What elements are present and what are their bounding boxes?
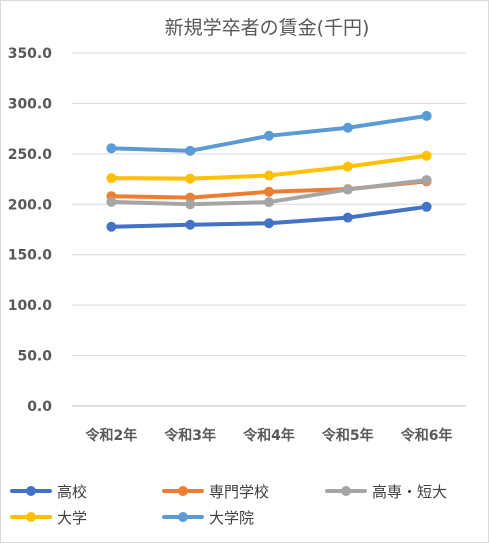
legend-label: 高専・短大	[372, 483, 447, 501]
series-大学	[106, 150, 432, 184]
data-point	[185, 173, 196, 184]
data-point	[421, 201, 432, 212]
x-tick-label: 令和3年	[163, 427, 216, 444]
y-tick-label: 250.0	[8, 147, 53, 163]
y-tick-label: 350.0	[8, 46, 53, 62]
data-point	[342, 161, 353, 172]
data-point	[185, 145, 196, 156]
x-tick-label: 令和5年	[321, 427, 374, 444]
data-point	[421, 150, 432, 161]
series-高校	[106, 201, 432, 232]
data-point	[106, 221, 117, 232]
y-tick-label: 50.0	[17, 349, 52, 365]
legend-item: 高専・短大	[325, 483, 447, 501]
gridlines	[72, 52, 466, 407]
data-point	[185, 199, 196, 210]
data-point	[106, 173, 117, 184]
legend-item: 大学	[10, 509, 87, 527]
data-point	[421, 175, 432, 186]
data-point	[264, 186, 274, 197]
data-point	[185, 219, 196, 230]
legend-item: 大学院	[162, 509, 254, 527]
data-point	[342, 184, 353, 195]
data-point	[106, 196, 117, 207]
y-tick-label: 300.0	[8, 96, 53, 112]
data-point	[106, 143, 117, 154]
data-point	[264, 170, 274, 181]
x-tick-label: 令和4年	[242, 427, 295, 444]
series-高専・短大	[106, 175, 432, 210]
data-point	[421, 110, 432, 121]
data-point	[264, 197, 274, 208]
x-axis-ticks: 令和2年 令和3年 令和4年 令和5年 令和6年	[85, 427, 453, 444]
data-point	[342, 122, 353, 133]
data-point	[342, 212, 353, 223]
legend-item: 専門学校	[162, 483, 269, 501]
legend-marker	[341, 486, 351, 496]
legend-label: 大学	[57, 509, 87, 527]
x-tick-label: 令和6年	[400, 427, 453, 444]
legend-label: 高校	[57, 483, 87, 501]
legend-marker	[26, 512, 36, 522]
x-tick-label: 令和2年	[85, 427, 138, 444]
legend-marker	[178, 486, 188, 496]
y-tick-label: 100.0	[8, 298, 53, 314]
y-axis-ticks: 0.0 50.0 100.0 150.0 200.0 250.0 300.0 350.0	[8, 46, 53, 415]
y-tick-label: 150.0	[8, 248, 53, 264]
series-大学院	[106, 110, 432, 156]
chart-title: 新規学卒者の賃金(千円)	[165, 17, 370, 39]
y-tick-label: 0.0	[27, 399, 52, 415]
data-point	[264, 218, 274, 229]
legend-marker	[178, 512, 188, 522]
series-lines	[106, 110, 432, 232]
data-point	[264, 130, 274, 141]
legend-label: 大学院	[209, 509, 254, 527]
legend-marker	[26, 486, 36, 496]
legend-label: 専門学校	[209, 483, 269, 501]
legend-item: 高校	[10, 483, 87, 501]
y-tick-label: 200.0	[8, 197, 53, 213]
